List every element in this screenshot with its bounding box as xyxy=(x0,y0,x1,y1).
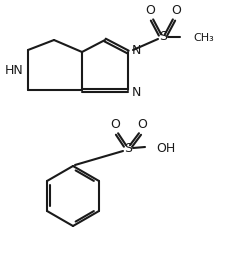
Text: O: O xyxy=(110,118,119,131)
Text: CH₃: CH₃ xyxy=(192,33,213,43)
Text: O: O xyxy=(144,4,154,17)
Text: O: O xyxy=(170,4,180,17)
Text: OH: OH xyxy=(155,141,174,155)
Text: N: N xyxy=(131,85,141,99)
Text: S: S xyxy=(158,29,166,43)
Text: O: O xyxy=(136,118,146,131)
Text: HN: HN xyxy=(5,63,24,77)
Text: S: S xyxy=(123,141,131,155)
Text: N: N xyxy=(131,44,141,57)
